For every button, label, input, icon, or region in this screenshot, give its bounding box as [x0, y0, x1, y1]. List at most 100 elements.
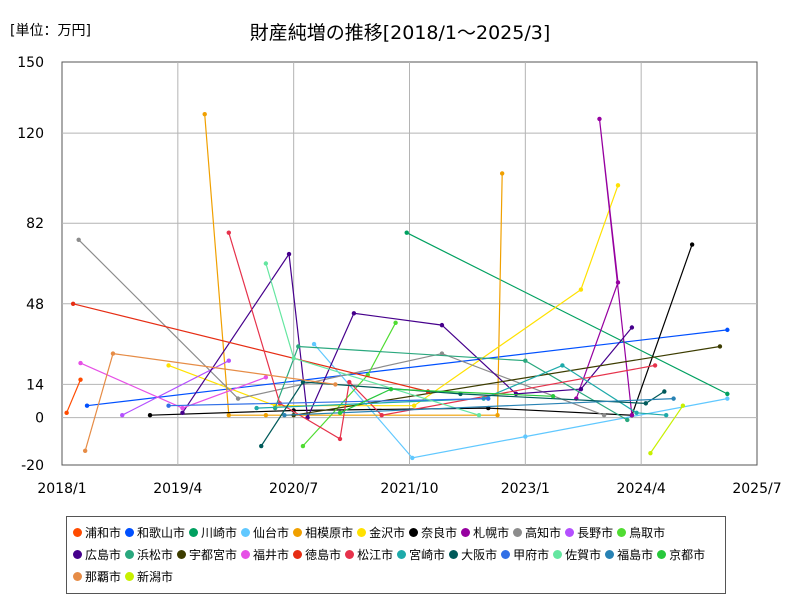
legend-item: 福島市	[605, 543, 653, 565]
legend-marker	[293, 549, 303, 559]
legend-marker	[73, 527, 82, 537]
data-point	[499, 171, 505, 176]
data-point	[439, 322, 445, 328]
series-line-2	[86, 329, 728, 407]
legend-marker	[449, 549, 459, 559]
data-point	[560, 363, 565, 368]
data-point	[680, 403, 686, 408]
data-point	[597, 116, 602, 122]
data-point	[634, 410, 639, 416]
data-point	[388, 386, 394, 392]
legend-item: 浜松市	[125, 543, 173, 565]
data-point	[226, 358, 231, 363]
data-point	[78, 360, 83, 366]
data-point	[351, 311, 357, 316]
y-tick-label: 150	[17, 55, 44, 71]
data-point	[411, 403, 417, 408]
data-point	[147, 413, 153, 418]
legend-item: 奈良市	[409, 521, 457, 543]
data-point	[300, 443, 306, 449]
data-point	[523, 358, 528, 363]
data-point	[282, 413, 287, 418]
legend-item: 浦和市	[73, 521, 121, 543]
series-line-20	[168, 398, 489, 407]
legend-marker	[409, 527, 419, 537]
data-point	[629, 413, 635, 418]
data-point	[725, 327, 730, 333]
series-line-25	[649, 405, 684, 454]
legend-marker	[397, 549, 407, 559]
data-point	[70, 301, 76, 306]
legend-item: 佐賀市	[553, 543, 601, 565]
legend-item: 宮崎市	[397, 543, 445, 565]
data-point	[476, 413, 482, 418]
data-point	[259, 443, 264, 449]
x-tick-label: 2025/7	[732, 481, 781, 497]
chart-title: 財産純増の推移[2018/1～2025/3]	[249, 22, 551, 44]
legend-item: 仙台市	[241, 521, 289, 543]
legend-item: 那覇市	[73, 565, 121, 587]
legend-label: 相模原市	[305, 525, 354, 540]
y-tick-label: 120	[17, 126, 44, 142]
data-point	[717, 344, 723, 349]
data-point	[601, 413, 607, 418]
legend-item: 新潟市	[125, 565, 173, 587]
x-tick-label: 2020/7	[269, 481, 318, 497]
data-point	[337, 410, 343, 416]
legend-marker	[73, 549, 82, 559]
data-point	[263, 375, 269, 380]
x-tick-label: 2019/4	[153, 481, 202, 497]
legend-label: 鳥取市	[629, 525, 666, 540]
legend-label: 仙台市	[253, 525, 290, 540]
data-point	[550, 394, 556, 399]
data-point	[578, 287, 584, 292]
data-point	[333, 382, 338, 387]
legend-marker	[125, 571, 135, 581]
data-point	[347, 379, 352, 385]
data-point	[625, 417, 630, 423]
data-point	[272, 405, 278, 411]
legend-marker	[125, 549, 135, 559]
legend-label: 松江市	[357, 547, 394, 562]
legend-marker	[501, 549, 511, 559]
legend-label: 広島市	[85, 547, 122, 562]
legend-marker	[513, 527, 523, 537]
legend-label: 長野市	[577, 525, 614, 540]
data-point	[180, 405, 185, 411]
legend-item: 高知市	[513, 521, 561, 543]
legend-label: 大阪市	[461, 547, 498, 562]
data-point	[404, 230, 409, 235]
series-line-1	[66, 379, 82, 414]
legend-label: 宇都宮市	[189, 547, 238, 562]
data-point	[76, 237, 81, 242]
data-point	[689, 242, 695, 247]
data-point	[263, 261, 269, 266]
legend-marker	[565, 527, 575, 537]
legend-label: 浦和市	[85, 525, 122, 540]
data-point	[439, 351, 445, 356]
data-point	[652, 363, 658, 368]
data-point	[286, 251, 292, 257]
data-point	[629, 325, 635, 330]
legend-label: 和歌山市	[137, 525, 186, 540]
data-point	[300, 379, 306, 385]
data-point	[180, 410, 185, 416]
legend-label: 那覇市	[85, 569, 122, 584]
legend-item: 京都市	[657, 543, 705, 565]
data-point	[337, 436, 343, 442]
legend-label: 宮崎市	[409, 547, 446, 562]
data-point	[648, 450, 653, 456]
legend-label: 福井市	[253, 547, 290, 562]
data-point	[311, 341, 317, 347]
legend-label: 佐賀市	[565, 547, 602, 562]
y-tick-label: 48	[26, 297, 44, 313]
legend-item: 大阪市	[449, 543, 497, 565]
data-point	[643, 401, 648, 406]
data-point	[235, 396, 241, 401]
series-line-22	[284, 398, 674, 416]
data-point	[226, 413, 231, 418]
x-tick-label: 2018/1	[37, 481, 86, 497]
legend-marker	[605, 549, 615, 559]
data-point	[254, 405, 259, 411]
